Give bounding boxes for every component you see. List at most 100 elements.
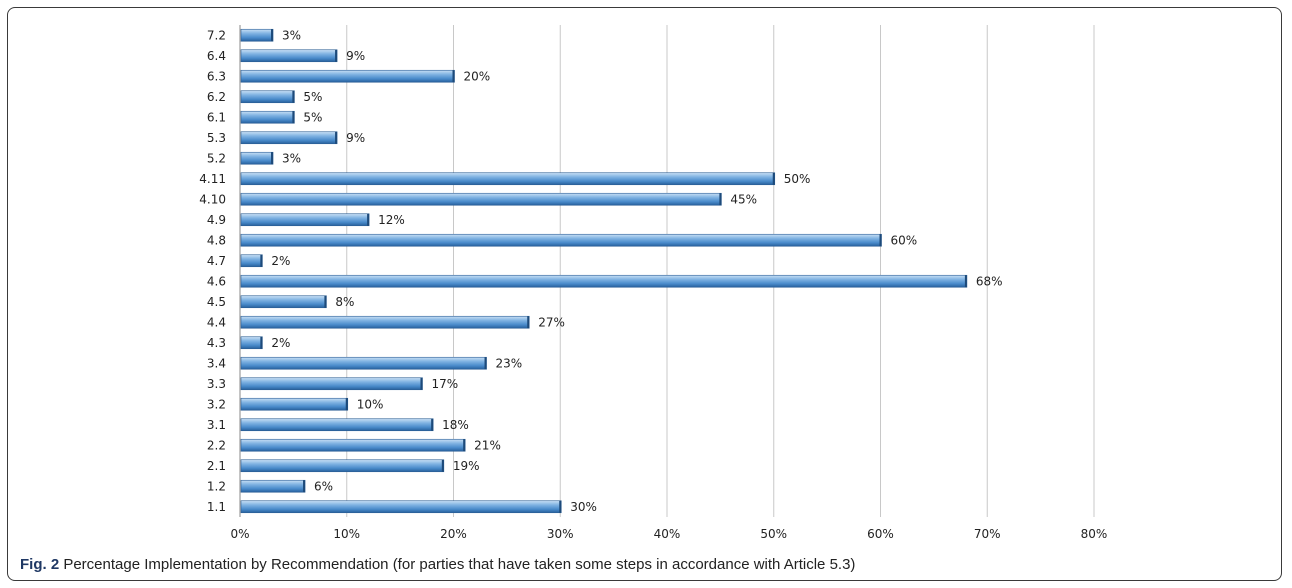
y-tick-label: 5.2 xyxy=(207,151,226,165)
bar-end-cap xyxy=(260,336,263,349)
y-tick-label: 4.9 xyxy=(207,213,226,227)
y-tick-label: 5.3 xyxy=(207,131,226,145)
y-tick-label: 3.3 xyxy=(207,377,226,391)
bar-end-cap xyxy=(271,29,274,42)
bar-end-cap xyxy=(452,70,455,83)
data-label: 6% xyxy=(314,479,333,493)
bar xyxy=(240,274,968,288)
data-labels: 3% 9% 20% 5% 5% 9% 3% 50% 45% 12% 60% 2% 68% 8% 27% 2% 2… xyxy=(271,28,1002,514)
data-label: 30% xyxy=(570,500,597,514)
data-label: 3% xyxy=(282,28,301,42)
bar-end-cap xyxy=(367,213,370,226)
y-tick-label: 4.4 xyxy=(207,315,226,329)
y-tick-label: 4.5 xyxy=(207,295,226,309)
y-tick-label: 6.3 xyxy=(207,69,226,83)
bar-end-cap xyxy=(431,418,434,431)
x-tick-label: 60% xyxy=(867,527,894,541)
bars xyxy=(240,28,968,514)
figure-frame xyxy=(7,7,1282,581)
bar xyxy=(240,356,487,370)
x-axis-labels: 0% 10% 20% 30% 40% 50% 60% 70% 80% xyxy=(230,527,1107,541)
bar xyxy=(240,90,295,104)
bar-end-cap xyxy=(335,49,338,62)
bar-end-cap xyxy=(772,172,775,185)
data-label: 12% xyxy=(378,213,405,227)
bar-end-cap xyxy=(324,295,327,308)
bar-end-cap xyxy=(420,377,423,390)
x-tick-label: 70% xyxy=(974,527,1001,541)
data-label: 19% xyxy=(453,459,480,473)
bar-end-cap xyxy=(260,254,263,267)
y-tick-label: 1.1 xyxy=(207,500,226,514)
bar-end-cap xyxy=(292,111,295,124)
y-tick-label: 6.2 xyxy=(207,90,226,104)
bar-end-cap xyxy=(527,316,530,329)
data-label: 8% xyxy=(335,295,354,309)
bar-chart: 7.2 6.4 6.3 6.2 6.1 5.3 5.2 4.11 4.10 4.9 4.8 4.7 4.… xyxy=(199,25,1107,541)
data-label: 23% xyxy=(496,356,523,370)
x-tick-label: 10% xyxy=(333,527,360,541)
bar-end-cap xyxy=(441,459,444,472)
x-tick-label: 50% xyxy=(760,527,787,541)
bar xyxy=(240,233,882,247)
data-label: 18% xyxy=(442,418,469,432)
x-tick-label: 20% xyxy=(440,527,467,541)
data-label: 45% xyxy=(730,192,757,206)
bar xyxy=(240,500,562,514)
bar-end-cap xyxy=(292,90,295,103)
y-tick-label: 4.6 xyxy=(207,274,226,288)
x-tick-label: 30% xyxy=(547,527,574,541)
caption-prefix: Fig. 2 xyxy=(20,556,60,573)
bar-end-cap xyxy=(335,131,338,144)
data-label: 5% xyxy=(303,110,322,124)
y-tick-label: 4.11 xyxy=(199,172,226,186)
y-tick-label: 2.1 xyxy=(207,459,226,473)
bar xyxy=(240,213,370,227)
data-label: 5% xyxy=(303,90,322,104)
bar xyxy=(240,151,274,165)
bar-end-cap xyxy=(719,193,722,206)
bar-end-cap xyxy=(879,234,882,247)
bar xyxy=(240,479,306,493)
y-tick-label: 6.1 xyxy=(207,110,226,124)
bar xyxy=(240,438,466,452)
figure-caption: Fig. 2 Percentage Implementation by Reco… xyxy=(20,556,855,573)
x-tick-label: 0% xyxy=(230,527,249,541)
y-tick-label: 3.2 xyxy=(207,397,226,411)
data-label: 21% xyxy=(474,438,501,452)
bar-end-cap xyxy=(964,275,967,288)
x-tick-label: 40% xyxy=(654,527,681,541)
bar xyxy=(240,172,776,186)
bar xyxy=(240,336,263,350)
data-label: 27% xyxy=(538,315,565,329)
bar-end-cap xyxy=(271,152,274,165)
bar-end-cap xyxy=(484,357,487,370)
data-label: 2% xyxy=(271,336,290,350)
y-tick-label: 4.8 xyxy=(207,233,226,247)
bar-end-cap xyxy=(463,439,466,452)
y-tick-label: 4.7 xyxy=(207,254,226,268)
data-label: 3% xyxy=(282,151,301,165)
bar xyxy=(240,192,722,206)
data-label: 68% xyxy=(976,274,1003,288)
y-tick-label: 4.3 xyxy=(207,336,226,350)
bar-end-cap xyxy=(345,398,348,411)
bar xyxy=(240,377,423,391)
bar xyxy=(240,254,263,268)
y-tick-label: 3.4 xyxy=(207,356,226,370)
y-tick-label: 3.1 xyxy=(207,418,226,432)
y-tick-label: 2.2 xyxy=(207,438,226,452)
bar xyxy=(240,295,327,309)
data-label: 17% xyxy=(431,377,458,391)
data-label: 50% xyxy=(784,172,811,186)
data-label: 9% xyxy=(346,131,365,145)
bar xyxy=(240,28,274,42)
bar xyxy=(240,131,338,145)
bar-end-cap xyxy=(559,500,562,513)
y-tick-label: 6.4 xyxy=(207,49,226,63)
bar-end-cap xyxy=(303,480,306,493)
bar xyxy=(240,49,338,63)
bar xyxy=(240,397,349,411)
gridlines xyxy=(239,25,1095,517)
y-tick-label: 7.2 xyxy=(207,28,226,42)
